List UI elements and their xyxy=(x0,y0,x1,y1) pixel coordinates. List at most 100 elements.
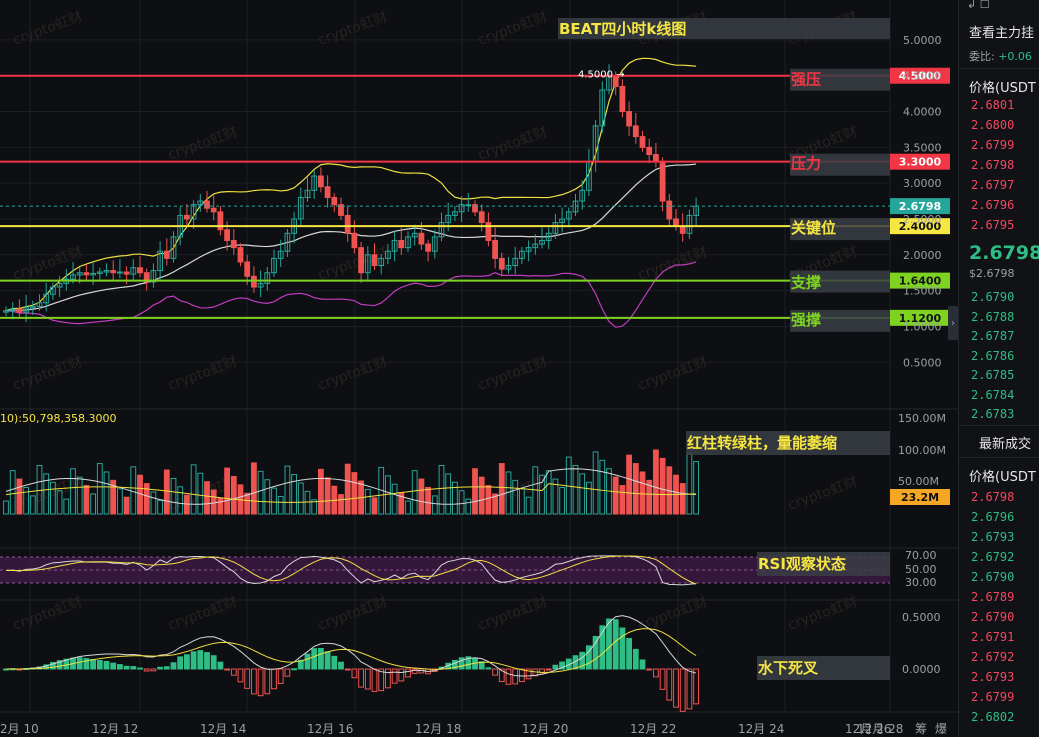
level-label-bg-1 xyxy=(790,153,890,176)
macd-bar xyxy=(338,661,344,670)
main-orders-title[interactable]: 查看主力挂 xyxy=(969,26,1035,41)
ask-price[interactable]: 2.6798 xyxy=(971,158,1015,172)
candle-body xyxy=(679,225,686,234)
price-tick: 3.0000 xyxy=(903,177,942,190)
trade-price: 2.6792 xyxy=(971,650,1015,664)
volume-bar xyxy=(311,499,318,515)
macd-bar xyxy=(177,656,184,670)
candle-body xyxy=(230,239,237,249)
latest-trades-title[interactable]: 最新成交 xyxy=(979,437,1032,452)
candle-body xyxy=(304,189,311,198)
ask-price[interactable]: 2.6801 xyxy=(971,98,1015,112)
candle-body xyxy=(224,229,230,241)
macd-bar xyxy=(123,665,130,670)
volume-panel: 10):50,798,358.3000 150.00M 100.00M 50.00M 2… xyxy=(0,412,950,515)
macd-bar xyxy=(143,668,150,672)
ask-price[interactable]: 2.6799 xyxy=(971,138,1015,152)
macd-bar xyxy=(485,667,492,670)
bid-price[interactable]: 2.6784 xyxy=(971,387,1015,402)
volume-bar xyxy=(251,462,257,515)
volume-bar xyxy=(338,494,344,515)
macd-bar xyxy=(579,651,586,670)
candle-body xyxy=(559,218,566,224)
candle-body xyxy=(498,257,505,270)
volume-bar xyxy=(693,461,700,515)
level-price-tag-0: 4.5000 xyxy=(899,70,942,83)
macd-bar xyxy=(324,651,331,670)
rsi-tick: 70.00 xyxy=(905,549,937,562)
candle-body xyxy=(3,310,9,313)
candle-body xyxy=(666,200,673,220)
candle-body xyxy=(425,243,432,252)
macd-bar xyxy=(230,668,237,676)
candle-body xyxy=(143,272,150,283)
title-bg xyxy=(558,18,890,39)
candle-body xyxy=(257,282,264,288)
candle-body xyxy=(251,275,257,288)
volume-bar xyxy=(210,489,217,515)
macd-bar xyxy=(170,662,177,670)
candle-body xyxy=(110,270,117,274)
volume-bar xyxy=(110,479,117,515)
volume-bar xyxy=(157,499,163,515)
date-corner-label: 爆 xyxy=(935,722,947,736)
volume-bar xyxy=(472,468,478,515)
bid-price[interactable]: 2.6790 xyxy=(971,290,1015,304)
bid-price[interactable]: 2.6786 xyxy=(971,348,1015,363)
candle-body xyxy=(478,211,485,224)
macd-bar xyxy=(653,668,659,678)
candle-body xyxy=(190,204,197,220)
candle-body xyxy=(297,197,304,220)
candle-body xyxy=(539,239,545,245)
macd-bar xyxy=(693,668,700,705)
orderbook-toggle-icon[interactable]: ↲ ☐ xyxy=(967,0,990,11)
volume-bar xyxy=(612,476,619,515)
volume-current-tag: 23.2M xyxy=(901,491,939,504)
candle-body xyxy=(458,204,465,213)
volume-bar xyxy=(43,473,50,515)
bb-upper-line xyxy=(5,57,697,312)
last-price: 2.6798 xyxy=(969,242,1039,264)
level-price-tag-2: 2.4000 xyxy=(899,220,942,233)
candle-body xyxy=(123,271,130,275)
level-label-bg-4 xyxy=(790,309,890,332)
candle-body xyxy=(264,272,271,284)
date-label: 12月 22 xyxy=(630,722,676,736)
bid-price[interactable]: 2.6788 xyxy=(971,309,1015,324)
volume-ma-line-2 xyxy=(5,483,697,503)
candle-body xyxy=(170,236,177,259)
candle-body xyxy=(405,236,411,249)
level-label-1: 压力 xyxy=(791,155,821,173)
ask-price[interactable]: 2.6796 xyxy=(971,198,1015,212)
ask-price[interactable]: 2.6795 xyxy=(971,218,1015,232)
date-label: 12月 24 xyxy=(738,722,784,736)
trade-price: 2.6802 xyxy=(971,710,1015,724)
macd-bar xyxy=(150,668,157,672)
volume-bar xyxy=(204,481,210,515)
macd-bar xyxy=(385,668,391,689)
candle-body xyxy=(56,282,63,288)
volume-bar xyxy=(304,490,311,515)
macd-bar xyxy=(539,668,545,674)
volume-bar xyxy=(632,463,639,515)
macd-bar xyxy=(184,654,190,670)
bid-price[interactable]: 2.6783 xyxy=(971,407,1015,421)
macd-bar xyxy=(391,668,398,684)
level-price-tag-bg-4 xyxy=(890,309,950,326)
collapse-panel-button[interactable]: › xyxy=(948,306,958,340)
bid-price[interactable]: 2.6785 xyxy=(971,368,1015,382)
volume-bar xyxy=(297,482,304,515)
bid-price[interactable]: 2.6787 xyxy=(971,329,1015,343)
macd-bar xyxy=(592,635,599,670)
macd-dea-line xyxy=(5,628,697,673)
trade-price: 2.6798 xyxy=(971,490,1015,504)
candle-body xyxy=(43,293,50,304)
macd-bar xyxy=(224,668,230,671)
ask-price[interactable]: 2.6797 xyxy=(971,178,1015,192)
macd-bar xyxy=(76,657,83,670)
date-label: 12月 18 xyxy=(415,722,461,736)
volume-bar xyxy=(559,486,566,515)
macd-bar xyxy=(96,660,103,670)
ask-price[interactable]: 2.6800 xyxy=(971,118,1015,132)
